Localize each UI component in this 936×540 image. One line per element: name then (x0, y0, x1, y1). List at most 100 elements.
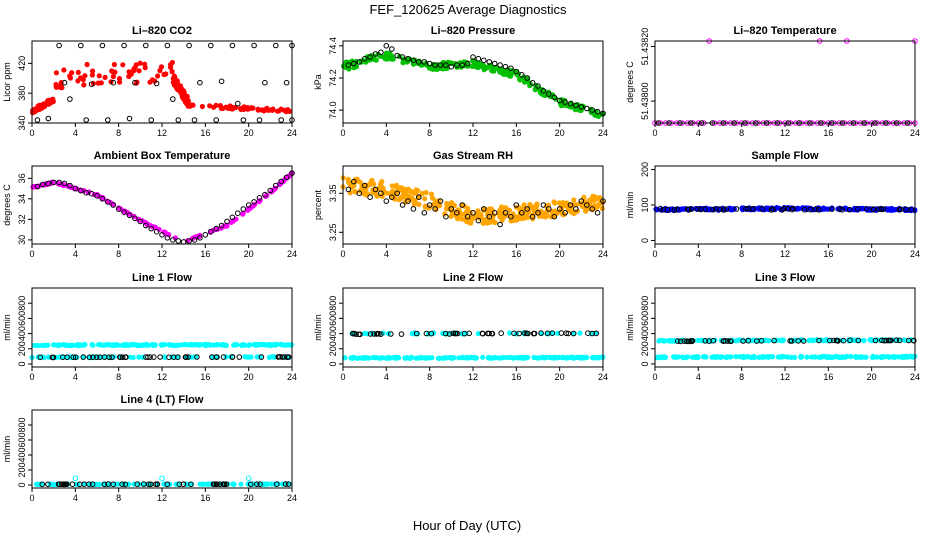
data-point-s0 (413, 355, 419, 361)
data-point-s0 (81, 82, 87, 88)
data-point-s1 (886, 354, 892, 360)
x-tick-label: 8 (427, 128, 432, 138)
data-point-s0 (45, 101, 51, 107)
data-point-s1 (213, 117, 219, 123)
data-point-s1 (491, 60, 498, 67)
y-axis-label: ml/min (2, 436, 12, 463)
data-point-s1 (240, 206, 247, 212)
data-point-s0 (521, 202, 527, 208)
data-point-s0 (434, 66, 440, 72)
data-point-s1 (513, 202, 520, 208)
data-point-s2 (896, 337, 903, 344)
y-tick-label: 36 (17, 173, 27, 183)
data-point-s1 (164, 42, 171, 49)
x-tick-label: 24 (598, 128, 608, 138)
x-tick-label: 0 (29, 372, 34, 382)
data-point-s1 (813, 206, 819, 212)
x-axis-label: Hour of Day (UTC) (413, 518, 521, 533)
data-marks (653, 205, 918, 214)
data-point-s0 (84, 61, 90, 68)
panel-title: Ambient Box Temperature (94, 150, 231, 162)
data-point-s0 (131, 341, 137, 348)
data-point-s1 (761, 354, 768, 360)
data-point-s2 (257, 481, 263, 488)
data-point-s1 (573, 206, 579, 212)
x-tick-label: 8 (739, 128, 744, 138)
data-point-s1 (78, 187, 84, 194)
data-point-s1 (278, 117, 285, 123)
data-point-s2 (188, 481, 194, 488)
data-point-s0 (354, 355, 360, 361)
data-point-s2 (872, 337, 879, 344)
data-point-s1 (594, 210, 601, 216)
x-tick-label: 20 (555, 372, 565, 382)
data-point-s0 (408, 355, 414, 361)
data-point-s0 (239, 342, 245, 348)
data-point-s2 (565, 330, 572, 337)
data-point-s1 (421, 210, 428, 216)
x-tick-label: 0 (340, 128, 345, 138)
data-point-s1 (681, 355, 687, 361)
y-tick-label: 800 (328, 296, 338, 311)
data-point-s0 (385, 56, 391, 62)
data-point-s0 (276, 108, 282, 114)
x-tick-label: 0 (652, 128, 657, 138)
y-tick-label: 400 (17, 326, 27, 341)
x-tick-label: 8 (116, 493, 121, 503)
data-point-s0 (444, 200, 450, 207)
panel-3: Ambient Box Temperature degrees C 0 4 8 12 16 2… (2, 150, 297, 259)
data-point-s0 (232, 342, 238, 348)
data-point-s0 (285, 107, 291, 113)
data-point-s1 (464, 213, 471, 220)
data-point-s1 (882, 354, 888, 360)
data-point-s1 (208, 228, 214, 235)
x-tick-label: 20 (555, 249, 565, 259)
x-tick-label: 12 (157, 249, 167, 259)
data-point-s0 (90, 342, 96, 348)
data-point-s0 (197, 481, 203, 487)
data-point-s1 (416, 194, 422, 200)
data-point-s1 (829, 206, 835, 212)
x-tick-label: 24 (287, 249, 297, 259)
data-point-s1 (262, 79, 268, 86)
data-point-s1 (770, 206, 776, 212)
data-point-s0 (45, 342, 51, 348)
data-point-s0 (168, 64, 174, 70)
data-point-s2 (166, 354, 172, 361)
x-tick-label: 12 (780, 128, 790, 138)
x-tick-label: 16 (200, 128, 210, 138)
data-point-s2 (350, 330, 356, 337)
data-point-s0 (100, 342, 107, 348)
data-point-s2 (378, 331, 384, 338)
data-point-s1 (870, 354, 876, 360)
data-point-s2 (106, 354, 112, 361)
data-point-s2 (593, 330, 600, 337)
data-point-s1 (459, 202, 466, 208)
data-point-s0 (448, 213, 454, 219)
data-point-s0 (33, 481, 40, 487)
data-point-s2 (522, 330, 528, 336)
y-tick-label: 0 (328, 361, 338, 366)
data-point-s0 (159, 342, 165, 348)
y-tick-label: 74.4 (328, 37, 338, 55)
x-tick-label: 0 (652, 249, 657, 259)
x-tick-label: 16 (823, 372, 833, 382)
data-point-s0 (489, 68, 495, 74)
data-point-s1 (115, 206, 122, 212)
panel-title: Line 1 Flow (132, 272, 192, 284)
data-point-s1 (833, 354, 839, 360)
data-point-s0 (541, 354, 547, 361)
data-point-s0 (57, 342, 63, 348)
data-point-s1 (454, 62, 460, 68)
data-point-s1 (801, 207, 808, 213)
data-point-s0 (591, 355, 597, 361)
y-tick-label: 51.43800 (640, 82, 650, 120)
data-point-s0 (166, 342, 172, 348)
data-point-s1 (546, 91, 552, 97)
data-point-s1 (213, 225, 219, 232)
x-tick-label: 24 (287, 128, 297, 138)
data-point-s1 (717, 206, 723, 212)
y-tick-label: 800 (17, 417, 27, 432)
data-point-s0 (867, 337, 873, 343)
data-point-s1 (723, 206, 730, 212)
